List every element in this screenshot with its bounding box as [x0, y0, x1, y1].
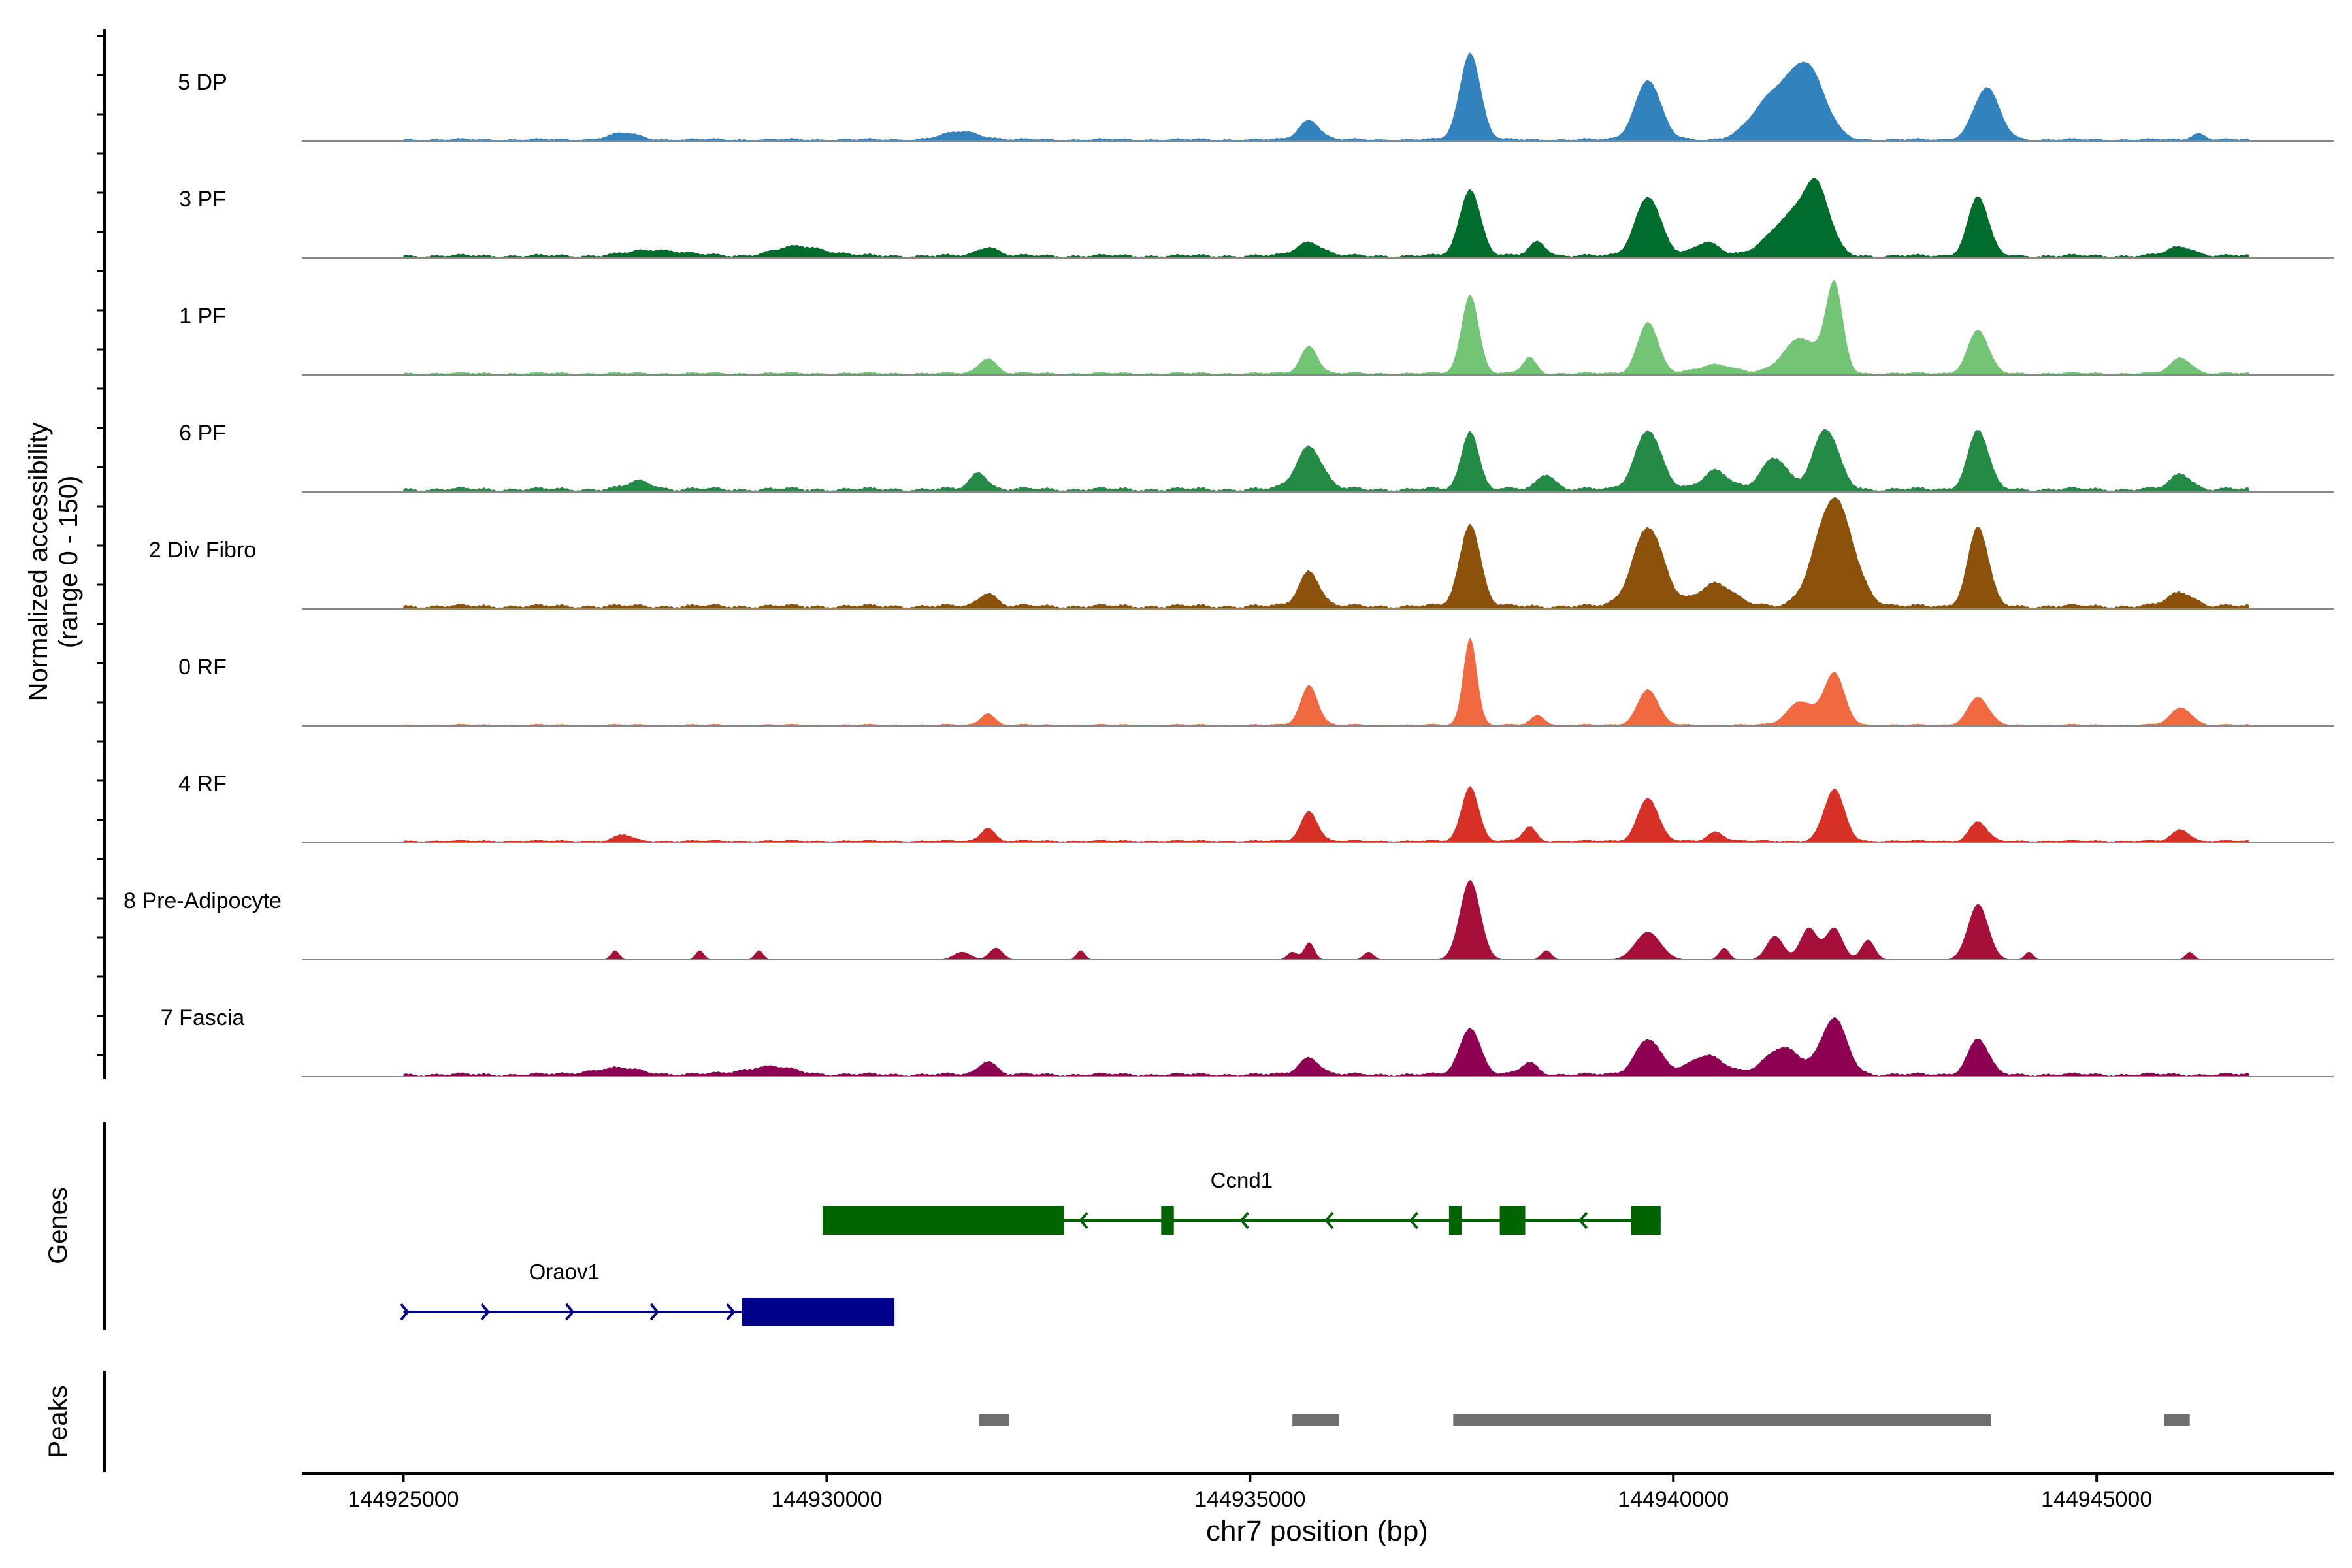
- peak-bar: [1453, 1414, 1991, 1426]
- track-area-2-div-fibro: [403, 497, 2249, 609]
- gene-exon: [1631, 1206, 1661, 1235]
- peaks-panel-label: Peaks: [44, 1385, 73, 1458]
- x-tick-label: 144935000: [1194, 1487, 1305, 1512]
- strand-arrow: [1578, 1211, 1588, 1230]
- track-label: 4 RF: [178, 772, 227, 796]
- peak-bar: [2164, 1414, 2190, 1426]
- peak-bar: [1292, 1414, 1339, 1426]
- peak-bar: [979, 1414, 1009, 1426]
- track-5-dp: 5 DP: [178, 52, 2334, 142]
- gene-label: Oraov1: [529, 1260, 600, 1284]
- strand-arrow: [649, 1303, 659, 1321]
- track-6-pf: 6 PF: [179, 421, 2334, 493]
- track-area-1-pf: [403, 280, 2249, 375]
- y-axis-label: Normalized accessibility: [24, 423, 53, 702]
- x-axis-label: chr7 position (bp): [1206, 1515, 1428, 1547]
- track-label: 2 Div Fibro: [149, 538, 256, 563]
- track-area-6-pf: [403, 429, 2249, 492]
- strand-arrow: [400, 1303, 410, 1321]
- track-2-div-fibro: 2 Div Fibro: [149, 497, 2334, 610]
- track-label: 0 RF: [178, 655, 227, 679]
- gene-exon: [1161, 1206, 1174, 1235]
- strand-arrow: [1324, 1211, 1334, 1230]
- track-0-rf: 0 RF: [178, 637, 2334, 727]
- strand-arrow: [1239, 1211, 1249, 1230]
- track-label: 7 Fascia: [161, 1005, 245, 1030]
- track-area-4-rf: [403, 786, 2249, 843]
- x-axis: 144925000 144930000 144935000 144940000 1449…: [348, 1473, 2152, 1512]
- x-tick-label: 144940000: [1618, 1487, 1729, 1512]
- accessibility-y-axis: [97, 29, 106, 1079]
- track-area-3-pf: [403, 177, 2249, 258]
- track-1-pf: 1 PF: [179, 280, 2334, 376]
- track-area-5-dp: [403, 52, 2249, 142]
- track-area-8-pre-adipocyte: [403, 880, 2249, 960]
- track-area-7-fascia: [403, 1017, 2249, 1077]
- genes-panel-label: Genes: [44, 1187, 73, 1264]
- track-4-rf: 4 RF: [178, 772, 2334, 843]
- genes-track: Ccnd1 Oraov1: [400, 1168, 1661, 1326]
- strand-arrow: [726, 1303, 736, 1321]
- gene-exon: [822, 1206, 1064, 1235]
- peaks-track: [979, 1414, 2190, 1426]
- track-7-fascia: 7 Fascia: [161, 1005, 2334, 1077]
- track-label: 3 PF: [179, 187, 226, 212]
- track-8-pre-adipocyte: 8 Pre-Adipocyte: [123, 880, 2334, 960]
- track-label: 8 Pre-Adipocyte: [123, 889, 282, 913]
- track-label: 6 PF: [179, 421, 226, 446]
- track-label: 5 DP: [178, 70, 227, 95]
- gene-exon: [1499, 1206, 1526, 1235]
- strand-arrow: [1409, 1211, 1419, 1230]
- track-area-0-rf: [403, 637, 2249, 726]
- coverage-tracks: 5 DP 3 PF 1 PF 6 PF 2 Div Fibro 0 RF 4 RF 8 Pre…: [123, 52, 2334, 1077]
- gene-label: Ccnd1: [1211, 1168, 1273, 1192]
- x-tick-label: 144925000: [348, 1487, 459, 1512]
- x-tick-label: 144930000: [771, 1487, 882, 1512]
- gene-exon: [742, 1298, 895, 1326]
- track-3-pf: 3 PF: [179, 177, 2334, 259]
- strand-arrow: [1079, 1211, 1088, 1230]
- strand-arrow: [565, 1303, 575, 1321]
- strand-arrow: [480, 1303, 490, 1321]
- track-label: 1 PF: [179, 304, 226, 329]
- gene-oraov1: Oraov1: [400, 1260, 895, 1326]
- y-axis-sublabel: (range 0 - 150): [54, 476, 83, 649]
- gene-ccnd1: Ccnd1: [822, 1168, 1661, 1235]
- gene-exon: [1448, 1206, 1462, 1235]
- x-tick-label: 144945000: [2041, 1487, 2152, 1512]
